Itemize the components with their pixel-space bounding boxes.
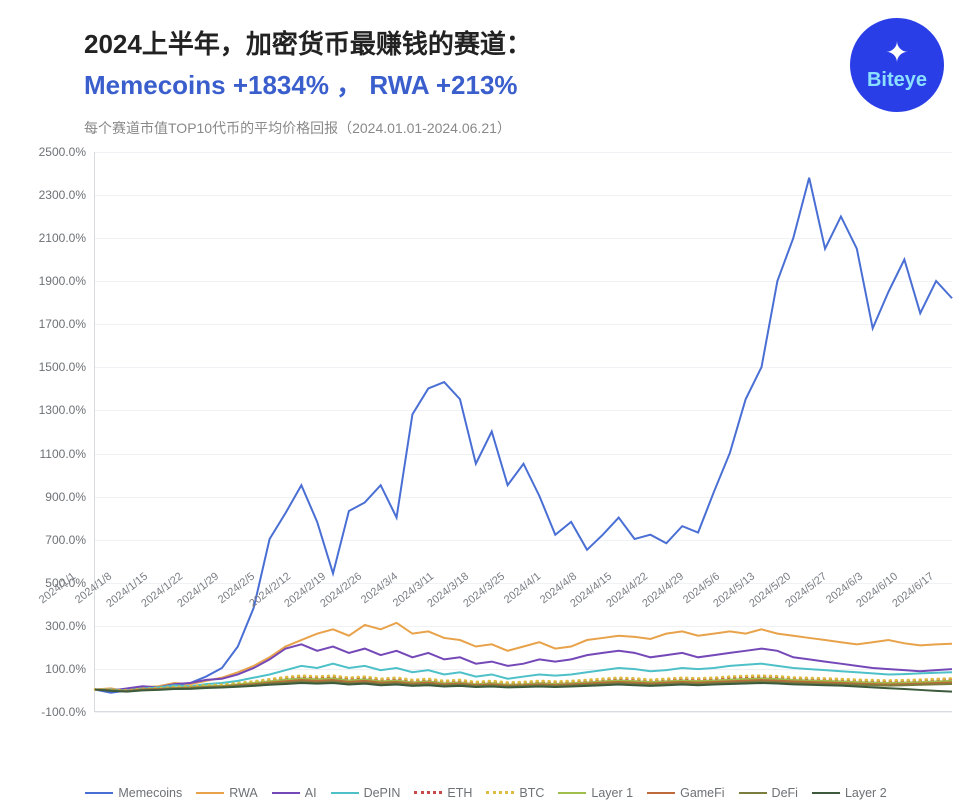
legend-item-ai: AI (272, 786, 317, 800)
brand-logo: ✦ Biteye (850, 18, 944, 112)
title-separator: ， (329, 70, 369, 100)
legend-label: ETH (447, 786, 472, 800)
legend-swatch (272, 792, 300, 794)
legend-item-memecoins: Memecoins (85, 786, 182, 800)
y-tick-label: 1700.0% (39, 317, 86, 331)
legend-item-gamefi: GameFi (647, 786, 724, 800)
legend-swatch (647, 792, 675, 794)
y-tick-label: 1900.0% (39, 274, 86, 288)
legend-label: Memecoins (118, 786, 182, 800)
legend-item-btc: BTC (486, 786, 544, 800)
header: 2024上半年，加密货币最赚钱的赛道： Memecoins +1834% ， R… (20, 24, 952, 138)
legend: Memecoins RWA AI DePIN ETH BTC Layer 1 GameFi De… (0, 783, 972, 800)
title-line-1: 2024上半年，加密货币最赚钱的赛道： (84, 24, 952, 61)
title-memecoins: Memecoins +1834% (84, 70, 329, 100)
legend-swatch (739, 792, 767, 794)
legend-swatch (486, 791, 514, 794)
gridline (95, 712, 952, 713)
legend-swatch (196, 792, 224, 794)
legend-swatch (85, 792, 113, 794)
legend-item-rwa: RWA (196, 786, 257, 800)
legend-label: Layer 2 (845, 786, 887, 800)
chart-area: -100.0%100.0%300.0%500.0%700.0%900.0%110… (22, 152, 952, 712)
legend-label: BTC (519, 786, 544, 800)
y-tick-label: 1300.0% (39, 403, 86, 417)
y-axis: -100.0%100.0%300.0%500.0%700.0%900.0%110… (22, 152, 92, 712)
plot-area (94, 152, 952, 712)
legend-item-depin: DePIN (331, 786, 401, 800)
y-tick-label: 100.0% (45, 662, 86, 676)
legend-label: AI (305, 786, 317, 800)
x-tick-label: 2024/4/1 (502, 570, 543, 606)
legend-item-layer-1: Layer 1 (558, 786, 633, 800)
legend-swatch (812, 792, 840, 794)
legend-label: GameFi (680, 786, 724, 800)
legend-swatch (414, 791, 442, 794)
y-tick-label: -100.0% (41, 705, 86, 719)
chart-card: 2024上半年，加密货币最赚钱的赛道： Memecoins +1834% ， R… (0, 0, 972, 806)
y-tick-label: 700.0% (45, 533, 86, 547)
x-axis: 2024/1/12024/1/82024/1/152024/1/222024/1… (72, 566, 972, 626)
legend-swatch (331, 792, 359, 794)
y-tick-label: 1500.0% (39, 360, 86, 374)
y-tick-label: 2300.0% (39, 188, 86, 202)
y-tick-label: 2100.0% (39, 231, 86, 245)
y-tick-label: 900.0% (45, 490, 86, 504)
title-line-2: Memecoins +1834% ， RWA +213% (84, 65, 952, 102)
legend-label: DePIN (364, 786, 401, 800)
y-tick-label: 1100.0% (40, 447, 86, 461)
legend-label: RWA (229, 786, 257, 800)
legend-label: DeFi (772, 786, 798, 800)
series-svg (95, 152, 952, 711)
logo-text: Biteye (867, 69, 927, 92)
title-rwa: RWA +213% (369, 70, 517, 100)
logo-circle: ✦ Biteye (850, 18, 944, 112)
legend-label: Layer 1 (591, 786, 633, 800)
subtitle: 每个赛道市值TOP10代币的平均价格回报（2024.01.01-2024.06.… (84, 118, 952, 138)
logo-star-icon: ✦ (885, 39, 908, 67)
y-tick-label: 2500.0% (39, 145, 86, 159)
legend-item-layer-2: Layer 2 (812, 786, 887, 800)
legend-item-eth: ETH (414, 786, 472, 800)
legend-item-defi: DeFi (739, 786, 798, 800)
legend-swatch (558, 792, 586, 794)
